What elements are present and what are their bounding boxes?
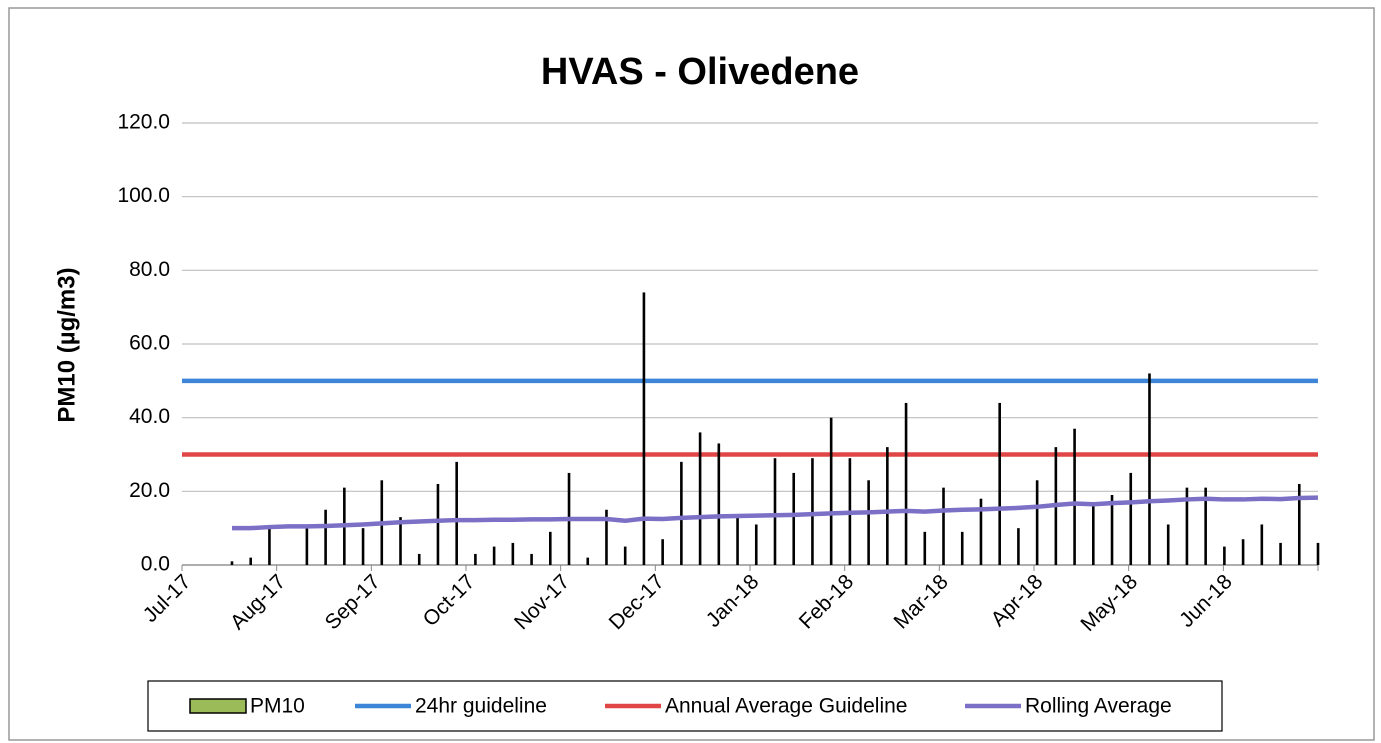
- bar: [417, 553, 421, 565]
- y-tick-label: 60.0: [129, 332, 170, 355]
- line: [231, 495, 1319, 531]
- bar: [361, 528, 365, 565]
- bar: [1148, 373, 1151, 565]
- bar: [886, 447, 889, 565]
- y-tick-label: 0.0: [141, 553, 170, 576]
- bar: [1017, 528, 1020, 565]
- bar: [698, 432, 702, 565]
- legend-swatch: [189, 698, 247, 714]
- bar: [474, 553, 477, 565]
- bar: [268, 528, 271, 565]
- y-tick-label: 20.0: [129, 479, 170, 502]
- bar: [904, 402, 908, 565]
- bar: [680, 461, 683, 565]
- bar: [736, 517, 739, 565]
- bar: [773, 458, 777, 565]
- bar: [754, 524, 758, 565]
- bar: [1204, 487, 1207, 565]
- bar: [230, 561, 234, 565]
- bar: [811, 458, 814, 565]
- bar: [867, 480, 870, 565]
- bar: [605, 509, 608, 565]
- bar: [1166, 524, 1170, 565]
- bar: [305, 528, 309, 565]
- bar: [1279, 542, 1282, 565]
- bar: [1073, 428, 1076, 565]
- legend-label: PM10: [250, 695, 305, 718]
- bar: [249, 557, 253, 565]
- bar: [1241, 539, 1245, 565]
- bar: [717, 443, 721, 565]
- bar: [492, 546, 496, 565]
- y-tick-label: 40.0: [129, 405, 170, 428]
- bar: [623, 546, 627, 565]
- bar: [548, 531, 552, 565]
- chart-title: HVAS - Olivedene: [541, 51, 859, 93]
- bar: [1316, 542, 1320, 565]
- bar: [792, 472, 796, 565]
- bar: [455, 461, 458, 565]
- y-tick-label: 80.0: [129, 258, 170, 281]
- bar: [399, 517, 402, 565]
- bar: [829, 417, 833, 565]
- bar: [511, 542, 515, 565]
- bar: [923, 531, 927, 565]
- legend-label: Rolling Average: [1025, 695, 1172, 718]
- y-tick-label: 120.0: [117, 111, 170, 134]
- bar: [1035, 480, 1039, 565]
- legend-box: [147, 680, 1223, 732]
- bar: [436, 483, 440, 565]
- bar: [586, 557, 590, 565]
- legend-label: 24hr guideline: [415, 695, 547, 718]
- bar: [979, 498, 983, 565]
- bar: [1185, 487, 1189, 565]
- bar: [998, 402, 1001, 565]
- bar: [661, 539, 664, 565]
- bar: [1110, 495, 1114, 565]
- bar: [960, 531, 964, 565]
- bar: [1297, 483, 1301, 565]
- bar: [1260, 524, 1264, 565]
- bar: [324, 509, 327, 565]
- bar: [642, 292, 646, 565]
- bar: [1129, 472, 1133, 565]
- y-axis-label: PM10 (µg/m3): [53, 267, 80, 422]
- y-tick-label: 100.0: [117, 184, 170, 207]
- bar: [1223, 546, 1226, 565]
- bar: [1092, 506, 1095, 565]
- legend-label: Annual Average Guideline: [665, 695, 907, 718]
- bar: [530, 553, 533, 565]
- bar: [942, 487, 945, 565]
- chart-frame: [8, 7, 1375, 741]
